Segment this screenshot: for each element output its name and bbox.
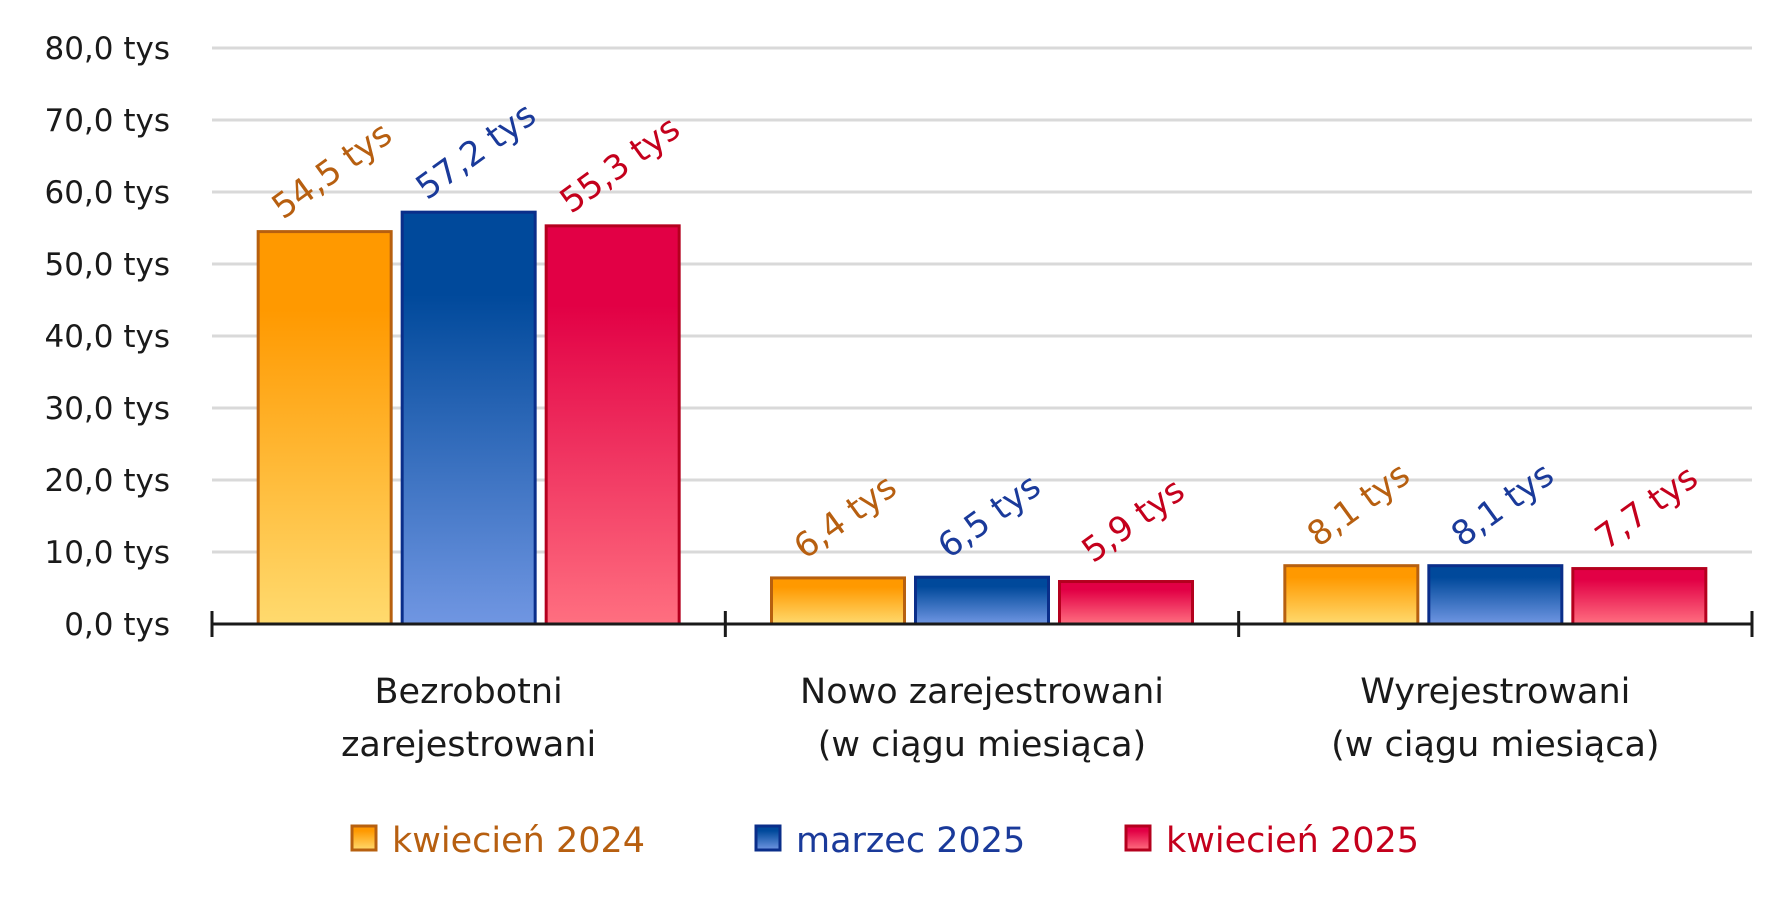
category-label: zarejestrowani — [341, 725, 596, 765]
data-label: 8,1 tys — [1444, 455, 1561, 556]
category-labels: Bezrobotni zarejestrowani Nowo zarejestrow… — [341, 672, 1659, 765]
y-tick-label: 80,0 tys — [44, 31, 170, 67]
legend: kwiecień 2024 marzec 2025 kwiecień 2025 — [350, 821, 1419, 861]
y-tick-label: 40,0 tys — [44, 319, 170, 355]
bar — [1283, 564, 1420, 626]
category-label: Bezrobotni — [375, 672, 563, 712]
bar — [914, 575, 1050, 626]
bar — [256, 230, 393, 626]
y-axis-ticks: 0,0 tys 10,0 tys 20,0 tys 30,0 tys 40,0 tys 5… — [44, 31, 170, 643]
bar — [400, 210, 537, 626]
bar — [1427, 564, 1564, 626]
bar — [770, 576, 906, 626]
bar — [544, 224, 681, 626]
data-label: 55,3 tys — [553, 108, 688, 221]
y-tick-label: 20,0 tys — [44, 463, 170, 499]
bar — [1058, 580, 1194, 626]
x-axis — [210, 611, 1754, 637]
category-label: (w ciągu miesiąca) — [1331, 725, 1659, 765]
bar — [1571, 567, 1708, 626]
y-tick-label: 70,0 tys — [44, 103, 170, 139]
legend-label: kwiecień 2024 — [392, 821, 645, 861]
y-tick-label: 30,0 tys — [44, 391, 170, 427]
data-label: 54,5 tys — [265, 114, 400, 227]
y-tick-label: 10,0 tys — [44, 535, 170, 571]
bars — [256, 210, 1708, 626]
data-label: 7,7 tys — [1588, 457, 1705, 558]
data-label: 5,9 tys — [1075, 470, 1192, 571]
legend-swatch — [350, 824, 378, 852]
legend-swatch — [1124, 824, 1152, 852]
legend-swatch — [754, 824, 782, 852]
y-tick-label: 60,0 tys — [44, 175, 170, 211]
category-label: Wyrejestrowani — [1360, 672, 1630, 712]
category-label: Nowo zarejestrowani — [800, 672, 1164, 712]
legend-label: marzec 2025 — [796, 821, 1025, 861]
category-label: (w ciągu miesiąca) — [818, 725, 1146, 765]
y-tick-label: 0,0 tys — [64, 607, 170, 643]
data-label: 8,1 tys — [1300, 455, 1417, 556]
legend-label: kwiecień 2025 — [1166, 821, 1419, 861]
y-tick-label: 50,0 tys — [44, 247, 170, 283]
